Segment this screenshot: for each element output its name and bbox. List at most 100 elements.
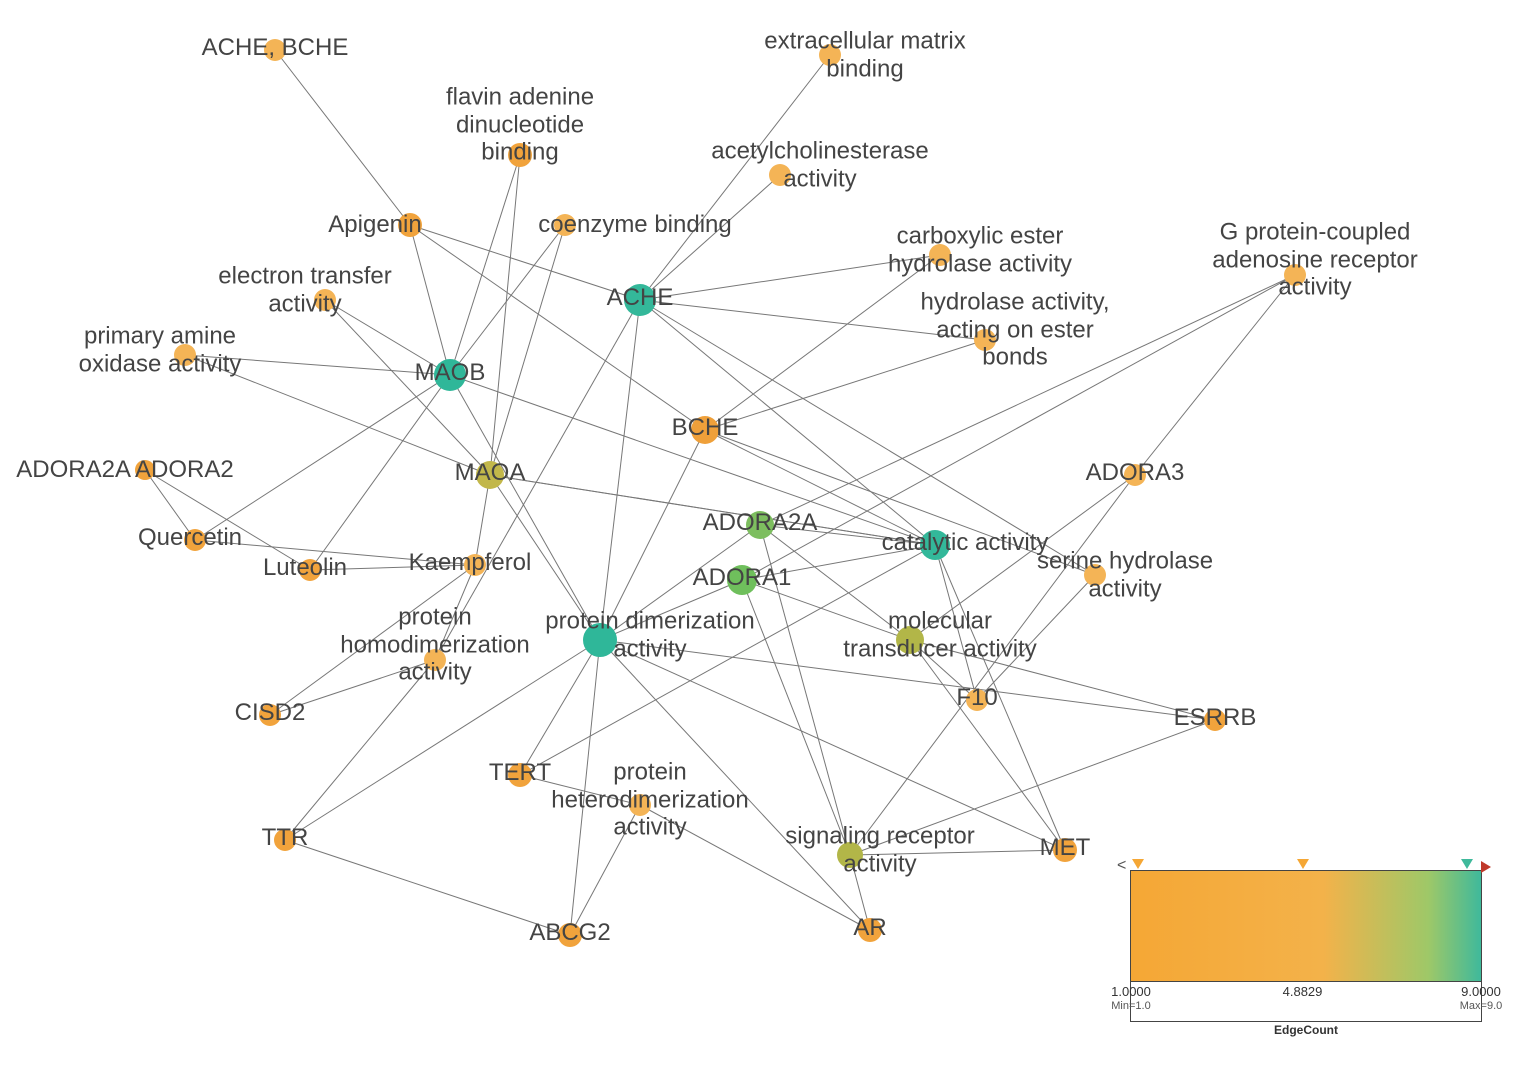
node-tert[interactable] <box>508 763 532 787</box>
edge <box>600 430 705 640</box>
edge <box>935 545 977 700</box>
edge <box>742 580 850 855</box>
node-cisd2[interactable] <box>259 704 281 726</box>
edge <box>977 575 1095 700</box>
node-ttr[interactable] <box>274 829 296 851</box>
edge <box>640 55 830 300</box>
node-adora2a_dup[interactable] <box>135 460 155 480</box>
edge <box>640 805 870 930</box>
node-met[interactable] <box>1053 838 1077 862</box>
edge <box>600 640 1065 850</box>
edge <box>570 640 600 935</box>
node-gpcr_aden[interactable] <box>1284 264 1306 286</box>
edge <box>450 225 565 375</box>
edge <box>850 475 1135 855</box>
node-ar[interactable] <box>858 918 882 942</box>
legend-tick: 9.0000 <box>1461 984 1501 999</box>
node-apigenin[interactable] <box>398 213 422 237</box>
node-carbox_est[interactable] <box>929 244 951 266</box>
node-serine_hyd[interactable] <box>1084 564 1106 586</box>
legend-tick: 4.8829 <box>1283 984 1323 999</box>
node-esrrb[interactable] <box>1204 709 1226 731</box>
node-elec_trans[interactable] <box>314 289 336 311</box>
node-maoa[interactable] <box>476 461 504 489</box>
edge <box>742 545 935 580</box>
node-ache_bche[interactable] <box>264 39 286 61</box>
edge <box>705 430 1095 575</box>
edge <box>760 525 935 545</box>
legend-subtick: Min=1.0 <box>1111 1000 1150 1012</box>
edge <box>705 340 985 430</box>
edge <box>310 565 475 570</box>
edge <box>310 375 450 570</box>
edge <box>325 300 450 375</box>
node-adora1[interactable] <box>727 565 757 595</box>
legend-subtick: Max=9.0 <box>1460 1000 1503 1012</box>
legend-title: EdgeCount <box>1274 1023 1338 1037</box>
legend-marker <box>1461 859 1473 869</box>
edge <box>410 225 640 300</box>
edge <box>850 850 1065 855</box>
node-ache[interactable] <box>624 284 656 316</box>
edge <box>742 580 910 640</box>
edge <box>570 805 640 935</box>
node-achase_act[interactable] <box>769 164 791 186</box>
edge <box>410 225 705 430</box>
edge <box>285 840 570 935</box>
edge <box>410 225 450 375</box>
legend-marker <box>1481 861 1497 873</box>
node-adora3[interactable] <box>1124 464 1146 486</box>
node-catalytic[interactable] <box>920 530 950 560</box>
edge <box>490 475 600 640</box>
legend-ticks: 1.0000Min=1.04.88299.0000Max=9.0 <box>1131 982 1481 1022</box>
legend-gradient <box>1131 871 1481 982</box>
edge <box>145 470 195 540</box>
node-prim_amine[interactable] <box>174 344 196 366</box>
node-maob[interactable] <box>434 359 466 391</box>
edge <box>520 775 640 805</box>
node-luteolin[interactable] <box>299 559 321 581</box>
edge <box>195 540 475 565</box>
edge <box>910 640 1215 720</box>
edge <box>760 275 1295 525</box>
node-adora2a[interactable] <box>746 511 774 539</box>
node-hydro_ester[interactable] <box>974 329 996 351</box>
edge <box>450 375 935 545</box>
legend-marker <box>1297 859 1309 869</box>
edge <box>705 430 935 545</box>
edge <box>600 300 640 640</box>
node-bche[interactable] <box>691 416 719 444</box>
edge <box>705 255 940 430</box>
edge <box>760 525 910 640</box>
edge <box>742 275 1295 580</box>
edge <box>185 355 450 375</box>
color-legend: < 1.0000Min=1.04.88299.0000Max=9.0 EdgeC… <box>1130 870 1482 1022</box>
edge <box>270 565 475 715</box>
node-sig_recept[interactable] <box>837 842 863 868</box>
edge <box>450 375 600 640</box>
node-ecm_binding[interactable] <box>819 44 841 66</box>
node-fad_binding[interactable] <box>508 143 532 167</box>
edge <box>270 660 435 715</box>
edge <box>640 300 985 340</box>
node-quercetin[interactable] <box>184 529 206 551</box>
edge <box>1135 275 1295 475</box>
node-prot_homo[interactable] <box>424 649 446 671</box>
edge <box>850 720 1215 855</box>
edge <box>640 255 940 300</box>
edge <box>145 470 310 570</box>
edge <box>195 375 450 540</box>
node-coenzyme[interactable] <box>554 214 576 236</box>
node-abcg2[interactable] <box>558 923 582 947</box>
legend-tick: 1.0000 <box>1111 984 1151 999</box>
node-prot_dimer[interactable] <box>583 623 617 657</box>
edge <box>640 175 780 300</box>
edge <box>640 300 935 545</box>
node-mol_trans[interactable] <box>896 626 924 654</box>
node-prot_hetero[interactable] <box>629 794 651 816</box>
edge <box>600 640 870 930</box>
legend-marker <box>1132 859 1144 869</box>
node-f10[interactable] <box>966 689 988 711</box>
node-kaempferol[interactable] <box>464 554 486 576</box>
edge <box>275 50 410 225</box>
